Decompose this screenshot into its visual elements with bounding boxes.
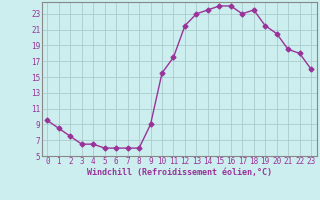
X-axis label: Windchill (Refroidissement éolien,°C): Windchill (Refroidissement éolien,°C) <box>87 168 272 177</box>
